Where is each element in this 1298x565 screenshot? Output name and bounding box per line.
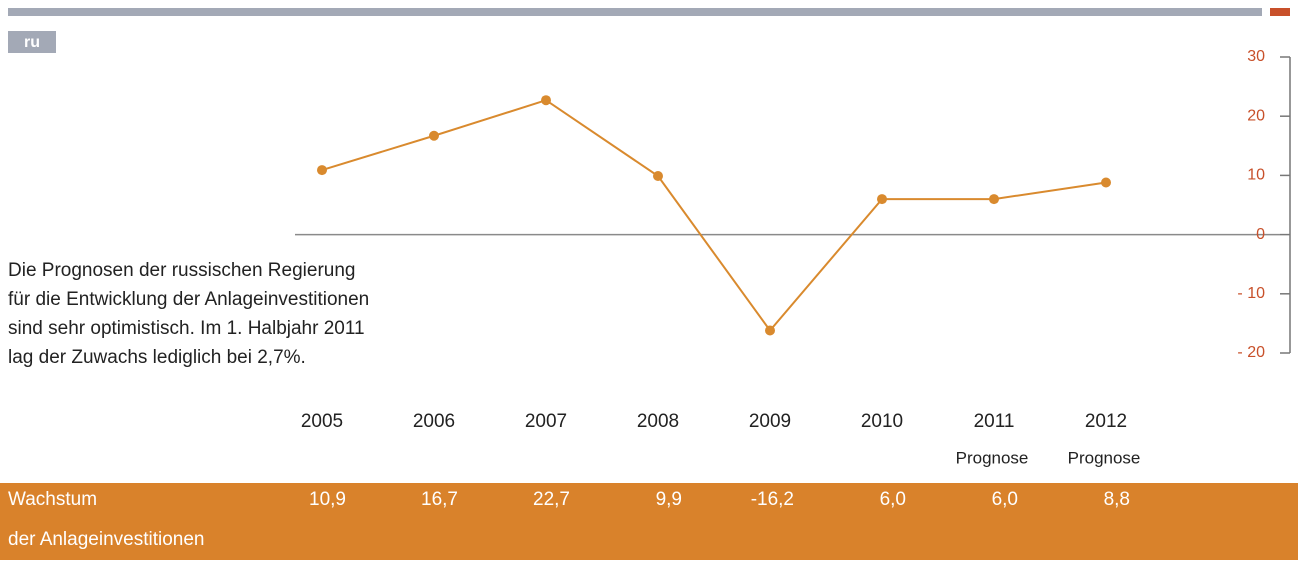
x-tick-label: 2011 <box>974 411 1015 432</box>
row-label: Wachstum <box>8 489 97 510</box>
x-tick-label: 2008 <box>637 411 679 432</box>
data-point <box>429 130 439 141</box>
top-accent <box>1270 8 1290 16</box>
y-tick-label: 30 <box>1247 48 1265 65</box>
note-line: lag der Zuwachs lediglich bei 2,7%. <box>8 347 306 368</box>
x-tick-label: 2005 <box>301 411 343 432</box>
table-band <box>0 483 1298 560</box>
data-label: 22,7 <box>533 489 570 510</box>
x-tick-label: 2007 <box>525 411 567 432</box>
top-bar <box>8 8 1262 16</box>
data-point <box>877 194 887 205</box>
x-tick-label: 2009 <box>749 411 791 432</box>
y-tick-label: 0 <box>1256 226 1265 243</box>
tag: ru <box>24 34 40 51</box>
data-label: 6,0 <box>992 489 1018 510</box>
data-point <box>765 325 775 336</box>
note-line: für die Entwicklung der Anlageinvestitio… <box>8 289 369 310</box>
data-label: 6,0 <box>880 489 906 510</box>
series-line <box>321 99 1107 333</box>
data-label: 8,8 <box>1104 489 1130 510</box>
data-point <box>653 170 663 181</box>
y-tick-label: - 20 <box>1237 344 1265 361</box>
data-label: 10,9 <box>309 489 346 510</box>
y-tick-label: - 10 <box>1237 285 1265 302</box>
y-tick-label: 10 <box>1247 167 1265 184</box>
note-line: Die Prognosen der russischen Regierung <box>8 260 355 281</box>
x-tick-note: Prognose <box>1068 448 1141 467</box>
x-tick-note: Prognose <box>956 448 1029 467</box>
x-tick-label: 2006 <box>413 411 455 432</box>
data-point <box>317 165 327 176</box>
data-label: -16,2 <box>751 489 794 510</box>
y-tick-label: 20 <box>1247 107 1265 124</box>
data-label: 9,9 <box>656 489 682 510</box>
data-point <box>1101 177 1111 188</box>
note-line: sind sehr optimistisch. Im 1. Halbjahr 2… <box>8 318 365 339</box>
tag-box <box>8 31 56 53</box>
x-tick-label: 2012 <box>1085 411 1127 432</box>
data-point <box>989 194 999 205</box>
x-tick-label: 2010 <box>861 411 903 432</box>
data-label: 16,7 <box>421 489 458 510</box>
data-point <box>541 95 551 106</box>
row-label: der Anlageinvestitionen <box>8 529 204 550</box>
